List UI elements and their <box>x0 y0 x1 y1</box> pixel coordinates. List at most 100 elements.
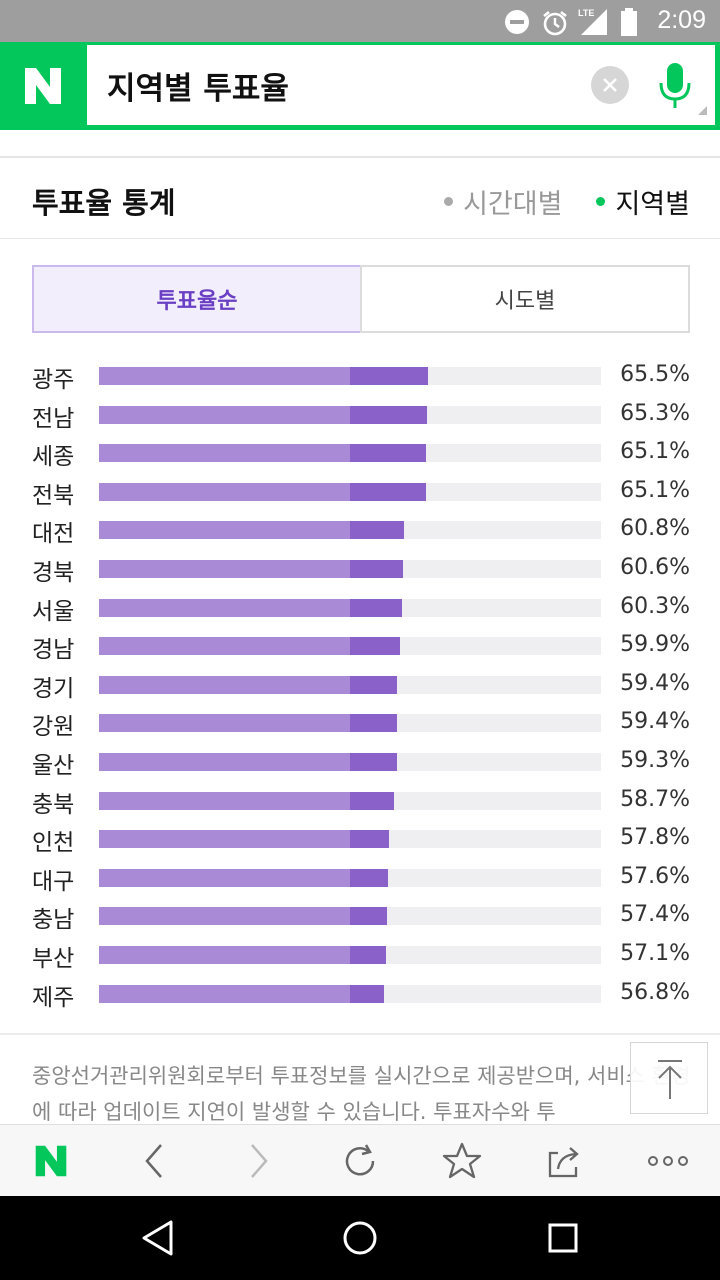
bar-value: 65.1% <box>620 477 690 503</box>
bar-label: 전북 <box>32 482 75 509</box>
bar-track <box>99 521 601 540</box>
sort-by-rate-button[interactable]: 투표율순 <box>32 265 362 333</box>
bar-track <box>99 444 601 463</box>
bar-track <box>99 405 601 424</box>
tab-time-label: 시간대별 <box>463 189 563 220</box>
status-bar: LTE 2:09 <box>0 0 720 42</box>
system-home-button[interactable] <box>318 1196 402 1280</box>
bar-row: 대구 57.6% <box>0 859 720 897</box>
bar-fill <box>99 444 350 463</box>
search-input[interactable]: 지역별 투표율 <box>107 71 289 107</box>
bar-track <box>99 675 601 694</box>
system-back-button[interactable] <box>116 1196 200 1280</box>
back-button[interactable] <box>118 1125 190 1197</box>
bar-row: 강원 59.4% <box>0 704 720 742</box>
bar-row: 충북 58.7% <box>0 782 720 820</box>
bar-value: 65.1% <box>620 439 690 465</box>
share-button[interactable] <box>528 1125 600 1197</box>
bar-fill-highlight <box>350 444 426 463</box>
bar-value: 60.8% <box>620 516 690 542</box>
bar-track <box>99 560 601 578</box>
bar-track <box>99 946 601 964</box>
bar-fill <box>99 367 350 385</box>
divider <box>0 1033 720 1035</box>
bar-row: 대전 60.8% <box>0 511 720 549</box>
back-triangle-icon <box>142 1220 173 1256</box>
bar-fill-highlight <box>350 482 426 501</box>
bar-label: 울산 <box>32 753 75 779</box>
do-not-disturb-icon <box>505 10 529 34</box>
bar-row: 경남 59.9% <box>0 627 720 665</box>
bar-row: 전남 65.3% <box>0 396 720 434</box>
bar-fill <box>99 830 350 849</box>
notice-text: 중앙선거관리위원회로부터 투표정보를 실시간으로 제공받으며, 서비스 환경에 … <box>32 1064 691 1124</box>
clear-button[interactable] <box>591 66 629 104</box>
share-icon <box>548 1147 579 1178</box>
signal-icon: LTE <box>578 8 607 35</box>
bar-fill <box>99 984 350 1003</box>
bar-row: 울산 59.3% <box>0 743 720 781</box>
voice-search-button[interactable] <box>655 61 695 111</box>
bar-fill-highlight <box>350 367 428 385</box>
forward-icon <box>251 1144 268 1178</box>
bar-value: 57.1% <box>620 941 690 966</box>
bar-fill <box>99 560 350 578</box>
system-recents-button[interactable] <box>521 1196 605 1280</box>
bookmark-button[interactable] <box>426 1125 498 1197</box>
bar-track <box>99 482 601 501</box>
bar-fill <box>99 907 350 926</box>
bar-track <box>99 637 601 656</box>
bar-label: 경북 <box>32 560 75 586</box>
corner-indicator <box>698 106 707 115</box>
bar-value: 58.7% <box>620 786 690 812</box>
naver-n-icon <box>35 1145 67 1177</box>
bar-value: 59.4% <box>620 670 690 696</box>
bar-row: 인천 57.8% <box>0 820 720 858</box>
bar-fill <box>99 714 350 733</box>
bar-fill-highlight <box>350 868 389 887</box>
bar-fill <box>99 946 350 964</box>
search-field[interactable]: 지역별 투표율 <box>87 45 715 125</box>
scroll-to-top-button[interactable] <box>630 1042 708 1114</box>
home-logo-button[interactable] <box>15 1125 87 1197</box>
naver-logo[interactable] <box>0 42 86 130</box>
bar-row: 경북 60.6% <box>0 550 720 588</box>
tab-region[interactable]: 지역별 <box>596 182 690 221</box>
sort-by-region-button[interactable]: 시도별 <box>360 265 690 333</box>
bar-fill-highlight <box>350 830 390 849</box>
search-bar: 지역별 투표율 <box>0 42 720 130</box>
more-button[interactable] <box>632 1125 704 1197</box>
bar-label: 광주 <box>32 367 75 393</box>
bookmark-star-icon <box>442 1142 482 1179</box>
bar-fill <box>99 868 350 887</box>
bar-label: 강원 <box>32 714 75 741</box>
bar-label: 대구 <box>32 868 75 895</box>
bar-fill-highlight <box>350 791 394 810</box>
bar-fill <box>99 791 350 810</box>
bar-fill-highlight <box>350 405 427 424</box>
naver-n-icon <box>25 68 61 104</box>
battery-icon <box>621 8 637 36</box>
bar-value: 60.3% <box>620 593 690 619</box>
android-navigation-bar <box>0 1196 720 1280</box>
bar-value: 60.6% <box>620 555 690 580</box>
forward-button[interactable] <box>223 1125 295 1197</box>
bar-fill-highlight <box>350 907 388 926</box>
bar-value: 59.3% <box>620 748 690 773</box>
clock: 2:09 <box>657 6 706 34</box>
bar-track <box>99 868 601 887</box>
bar-row: 제주 56.8% <box>0 975 720 1013</box>
sort-toggle: 투표율순 시도별 <box>32 265 690 333</box>
refresh-button[interactable] <box>324 1125 396 1197</box>
bar-fill-highlight <box>350 637 400 656</box>
bar-row: 서울 60.3% <box>0 589 720 627</box>
arrow-up-icon <box>658 1060 682 1099</box>
bar-fill-highlight <box>350 984 385 1003</box>
bar-fill <box>99 405 350 424</box>
close-icon <box>603 78 617 92</box>
bar-label: 경남 <box>32 637 75 664</box>
bar-fill-highlight <box>350 598 402 617</box>
bar-label: 인천 <box>32 830 75 857</box>
tab-time[interactable]: 시간대별 <box>444 182 562 221</box>
tab-region-label: 지역별 <box>615 189 690 220</box>
